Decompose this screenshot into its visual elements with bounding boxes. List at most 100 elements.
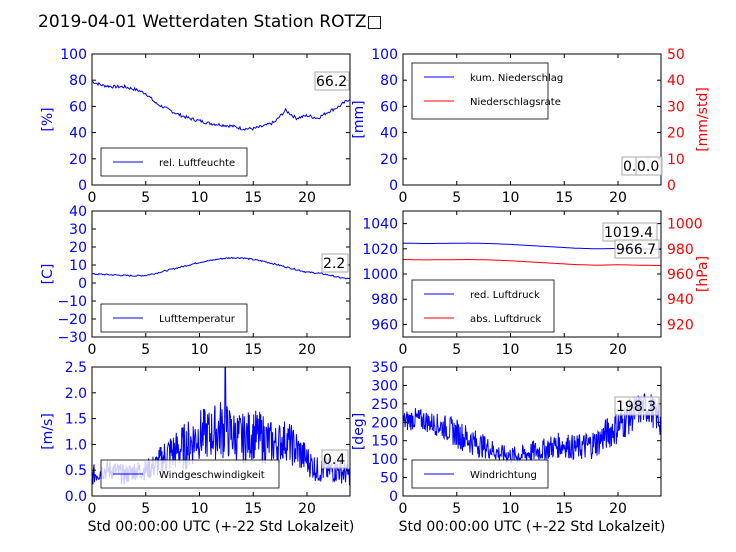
x-tick-label: 5 (141, 501, 150, 517)
y-axis-label: [%] (40, 107, 56, 131)
y-axis-label-right: [mm/std] (695, 87, 711, 152)
x-tick-label: 0 (399, 501, 408, 517)
y-tick-label: 1040 (362, 217, 398, 233)
y-tick-label: 80 (380, 73, 398, 89)
y-tick-label: 0.0 (65, 489, 87, 505)
x-tick-label: 20 (298, 501, 316, 517)
last-value-label: 966.7 (616, 242, 656, 258)
y-tick-label: 40 (69, 204, 87, 220)
y-axis-label: [deg] (351, 413, 367, 450)
legend-pressure: red. Luftdruck abs. Luftdruck (411, 279, 555, 333)
y-tick-label: 1000 (362, 267, 398, 283)
x-tick-label: 15 (244, 342, 262, 358)
y-tick-label-right: 960 (667, 267, 694, 283)
figure-title: 2019-04-01 Wetterdaten Station ROTZ□ (38, 12, 383, 32)
last-value-box (635, 156, 663, 176)
x-tick-label: 15 (244, 190, 262, 206)
plot-frame-temperature (91, 210, 351, 338)
last-value-label: 0.4 (323, 452, 345, 468)
y-tick-label: −10 (57, 294, 87, 310)
x-axis-label: Std 00:00:00 UTC (+-22 Std Lokalzeit) (88, 519, 355, 535)
x-tick-label: 0 (88, 342, 97, 358)
legend-label: Windgeschwindigkeit (159, 470, 265, 481)
legend-humidity: rel. Luftfeuchte (100, 147, 248, 177)
y-tick-label: 40 (380, 126, 398, 142)
y-tick-label-right: 10 (667, 152, 685, 168)
y-tick-label: 100 (371, 47, 398, 63)
x-tick-label: 5 (452, 190, 461, 206)
series-line-winddir-0 (403, 392, 661, 465)
y-tick-label: 2.0 (65, 386, 87, 402)
x-tick-label: 5 (141, 342, 150, 358)
legend-label: Niederschlagsrate (470, 97, 561, 108)
y-tick-label: 960 (371, 317, 398, 333)
legend-windspeed: Windgeschwindigkeit (100, 459, 280, 489)
y-tick-label: 250 (371, 397, 398, 413)
y-axis-label: [mm] (351, 100, 367, 138)
x-tick-label: 0 (399, 342, 408, 358)
y-tick-label: 0 (78, 276, 87, 292)
y-tick-label: 100 (371, 452, 398, 468)
legend-label: Lufttemperatur (159, 314, 236, 325)
y-axis-label: [m/s] (40, 413, 56, 450)
y-tick-label: 300 (371, 378, 398, 394)
plot-frame-precip (402, 53, 662, 186)
y-tick-label: −30 (57, 330, 87, 346)
plot-frame-humidity (91, 53, 351, 186)
last-value-box (314, 71, 350, 91)
x-tick-label: 10 (502, 342, 520, 358)
x-tick-label: 15 (555, 501, 573, 517)
y-axis-label: [C] (40, 264, 56, 285)
legend-label: abs. Luftdruck (470, 314, 541, 325)
y-tick-label: 1020 (362, 242, 398, 258)
last-value-label: 198.3 (616, 399, 656, 415)
plot-frame-windspeed (91, 366, 351, 497)
y-tick-label: 150 (371, 434, 398, 450)
legend-label: red. Luftdruck (470, 290, 540, 301)
y-tick-label: 10 (69, 258, 87, 274)
y-tick-label: 350 (371, 360, 398, 376)
y-axis-label-right: [hPa] (695, 256, 711, 292)
x-tick-label: 20 (609, 190, 627, 206)
legend-box (411, 62, 549, 120)
x-tick-label: 5 (141, 190, 150, 206)
last-value-label: 2.2 (323, 256, 345, 272)
y-tick-label: 30 (69, 222, 87, 238)
x-tick-label: 5 (452, 501, 461, 517)
y-tick-label: 100 (60, 47, 87, 63)
x-tick-label: 20 (609, 501, 627, 517)
x-tick-label: 0 (88, 501, 97, 517)
x-axis-label: Std 00:00:00 UTC (+-22 Std Lokalzeit) (399, 519, 666, 535)
x-tick-label: 10 (502, 190, 520, 206)
x-tick-label: 5 (452, 342, 461, 358)
last-value-label: 0.0 (637, 159, 659, 175)
legend-precip: kum. Niederschlag Niederschlagsrate (411, 62, 563, 120)
legend-label: rel. Luftfeuchte (159, 158, 235, 169)
y-tick-label-right: 20 (667, 126, 685, 142)
y-tick-label: 0 (389, 489, 398, 505)
x-tick-label: 0 (399, 190, 408, 206)
x-tick-label: 10 (191, 342, 209, 358)
legend-label: Windrichtung (470, 470, 537, 481)
y-tick-label-right: 980 (667, 242, 694, 258)
y-tick-label-right: 30 (667, 99, 685, 115)
y-tick-label: 0 (78, 178, 87, 194)
plot-frame-winddir (402, 366, 662, 497)
y-tick-label: 2.5 (65, 360, 87, 376)
y-tick-label: 1.0 (65, 437, 87, 453)
series-line-humidity-0 (92, 81, 350, 131)
y-tick-label: 20 (380, 152, 398, 168)
panel-temperature: 0 5 10 15 20 −30 −20 −10 0 10 20 30 40 [C] 2.2 Lufttemp… (40, 204, 351, 358)
series-line-temperature-0 (92, 256, 350, 280)
y-tick-label: 50 (380, 471, 398, 487)
y-tick-label-right: 40 (667, 73, 685, 89)
last-value-box (614, 396, 660, 416)
y-tick-label: 0.5 (65, 463, 87, 479)
y-tick-label: 20 (69, 240, 87, 256)
legend-label: kum. Niederschlag (470, 73, 563, 84)
y-tick-label-right: 940 (667, 292, 694, 308)
y-tick-label: 1.5 (65, 412, 87, 428)
x-tick-label: 10 (191, 501, 209, 517)
